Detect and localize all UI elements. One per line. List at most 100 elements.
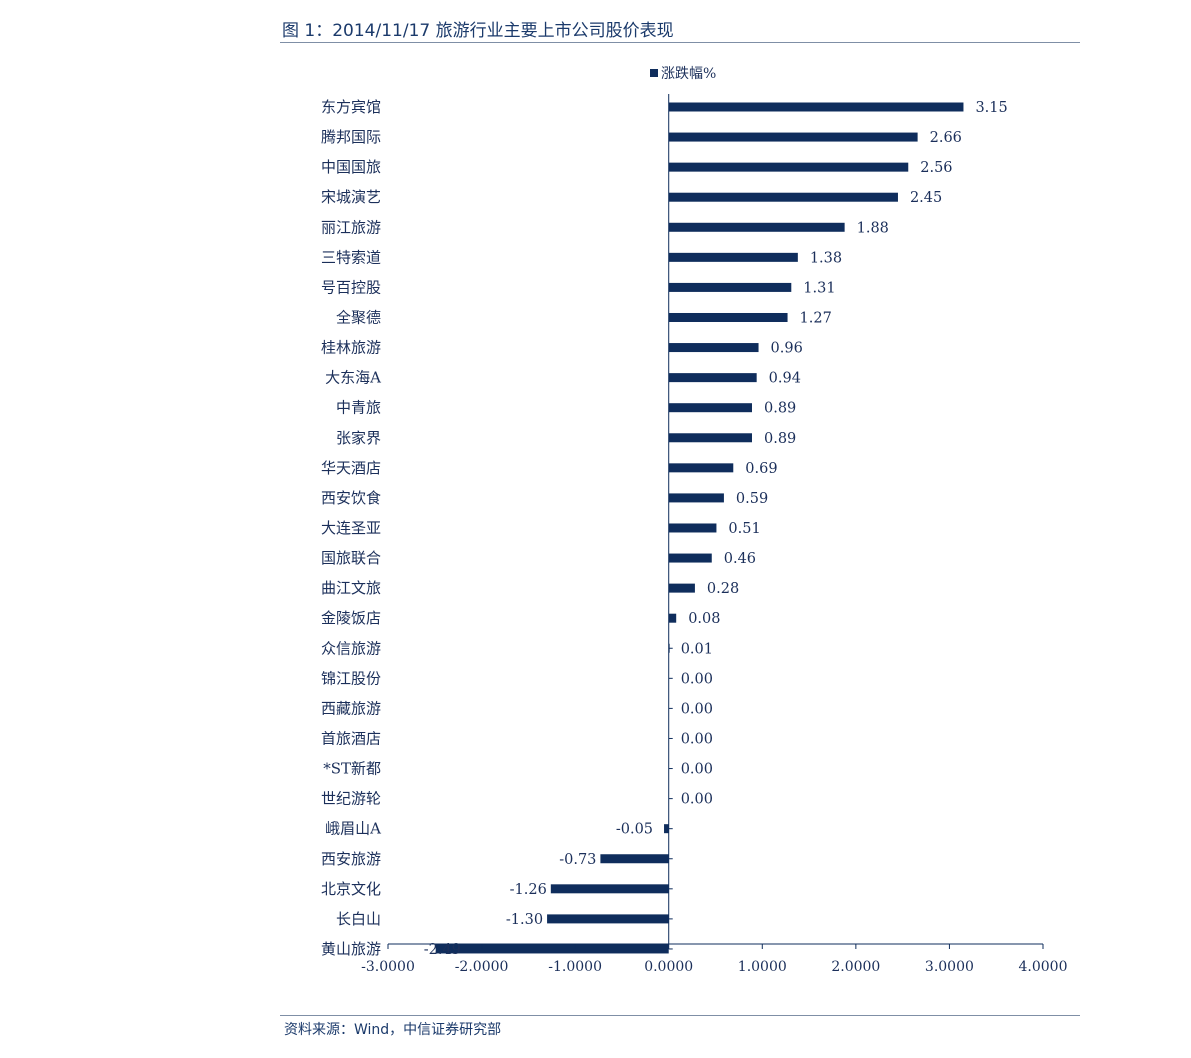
bar: [668, 553, 712, 563]
value-label: 1.38: [810, 250, 842, 266]
bar: [435, 944, 669, 954]
bar: [668, 282, 792, 292]
bar: [547, 914, 669, 924]
value-label: 2.45: [910, 190, 942, 206]
value-label: 0.00: [681, 701, 713, 717]
axes-group: -3.0000 -2.0000 -1.0000 0.0000 1.0000 2.0000 3…: [361, 94, 1068, 975]
value-label: -2.49: [424, 942, 461, 958]
value-label: -0.73: [559, 852, 596, 868]
value-label: 1.31: [803, 280, 835, 296]
value-labels-group: 3.15 2.66 2.56 2.45 1.88 1.38 1.31 1.27 0.96 0.94…: [424, 100, 1008, 958]
bar-chart: 涨跌幅% 3.15 2.66 2.56 2.45 1.88 1.38 1.31 1.27 0.9…: [321, 66, 1068, 975]
value-label: 0.01: [681, 641, 713, 657]
category-label: 曲江文旅: [321, 579, 381, 597]
bar: [668, 373, 757, 383]
bar: [600, 854, 669, 864]
category-label: 三特索道: [321, 248, 381, 266]
value-label: 3.15: [975, 100, 1007, 116]
category-label: 众信旅游: [321, 639, 381, 657]
category-label: 黄山旅游: [321, 940, 381, 958]
x-tick-label: -1.0000: [548, 959, 602, 975]
bar: [668, 162, 909, 172]
value-label: 0.00: [681, 792, 713, 808]
bar: [550, 884, 669, 894]
value-label: -1.26: [510, 882, 547, 898]
category-label: 腾邦国际: [321, 128, 381, 146]
x-tick-label: 2.0000: [831, 959, 880, 975]
value-label: 2.66: [930, 130, 962, 146]
legend-swatch: [650, 69, 658, 77]
category-label: 长白山: [336, 910, 381, 928]
value-label: 0.08: [688, 611, 720, 627]
category-label: 金陵饭店: [321, 609, 381, 627]
bar: [668, 583, 695, 593]
value-label: 0.89: [764, 401, 796, 417]
category-label: 锦江股份: [321, 669, 381, 687]
category-label: 号百控股: [321, 278, 381, 296]
category-label: 全聚德: [336, 308, 381, 326]
title-divider: [280, 42, 1080, 43]
bar: [668, 132, 918, 142]
bar: [668, 192, 898, 202]
value-label: 0.46: [724, 551, 756, 567]
category-label: 桂林旅游: [321, 339, 381, 357]
bar: [664, 824, 669, 834]
value-label: 0.00: [681, 762, 713, 778]
legend-label: 涨跌幅%: [661, 66, 716, 82]
value-label: 0.94: [769, 371, 801, 387]
category-label: 张家界: [336, 429, 381, 447]
category-label: *ST新都: [323, 760, 381, 778]
category-label: 中国国旅: [321, 158, 381, 176]
category-label: 大东海A: [325, 369, 381, 387]
category-label: 西安饮食: [321, 489, 381, 507]
category-label: 华天酒店: [321, 459, 381, 477]
bar: [668, 493, 724, 503]
value-label: -1.30: [506, 912, 543, 928]
value-label: 2.56: [920, 160, 952, 176]
value-label: 0.00: [681, 731, 713, 747]
bars-group: [435, 102, 964, 954]
bar: [668, 102, 964, 112]
category-label: 西藏旅游: [321, 699, 381, 717]
x-tick-label: 3.0000: [925, 959, 974, 975]
x-tick-label: -2.0000: [455, 959, 509, 975]
bar: [668, 252, 798, 262]
figure-title: 图 1：2014/11/17 旅游行业主要上市公司股价表现: [282, 21, 674, 41]
chart-legend: 涨跌幅%: [650, 66, 716, 82]
category-label: 首旅酒店: [321, 729, 381, 747]
category-label: 丽江旅游: [321, 218, 381, 236]
value-label: 0.59: [736, 491, 768, 507]
bar: [668, 463, 734, 473]
category-label: 宋城演艺: [321, 188, 381, 206]
bar: [668, 403, 752, 413]
value-label: 0.51: [728, 521, 760, 537]
source-note: 资料来源：Wind，中信证券研究部: [284, 1022, 502, 1038]
category-label: 国旅联合: [321, 549, 381, 567]
value-label: 0.69: [745, 461, 777, 477]
value-label: -0.05: [616, 822, 653, 838]
bar: [668, 523, 717, 533]
x-tick-label: 0.0000: [644, 959, 693, 975]
x-tick-label: 1.0000: [738, 959, 787, 975]
bar: [668, 222, 845, 232]
value-label: 0.89: [764, 431, 796, 447]
category-label: 中青旅: [336, 399, 381, 417]
value-label: 1.27: [800, 310, 832, 326]
bar: [668, 312, 788, 322]
x-tick-label: -3.0000: [361, 959, 415, 975]
value-label: 0.96: [771, 341, 803, 357]
bar: [668, 343, 759, 353]
source-divider: [280, 1015, 1080, 1016]
x-tick-label: 4.0000: [1019, 959, 1068, 975]
value-label: 1.88: [857, 220, 889, 236]
category-label: 峨眉山A: [325, 820, 381, 838]
category-label: 世纪游轮: [321, 790, 381, 808]
category-label: 北京文化: [321, 880, 381, 898]
category-label: 东方宾馆: [321, 98, 381, 116]
category-label: 西安旅游: [321, 850, 381, 868]
bar: [668, 433, 752, 443]
value-label: 0.28: [707, 581, 739, 597]
category-label: 大连圣亚: [321, 519, 381, 537]
value-label: 0.00: [681, 671, 713, 687]
